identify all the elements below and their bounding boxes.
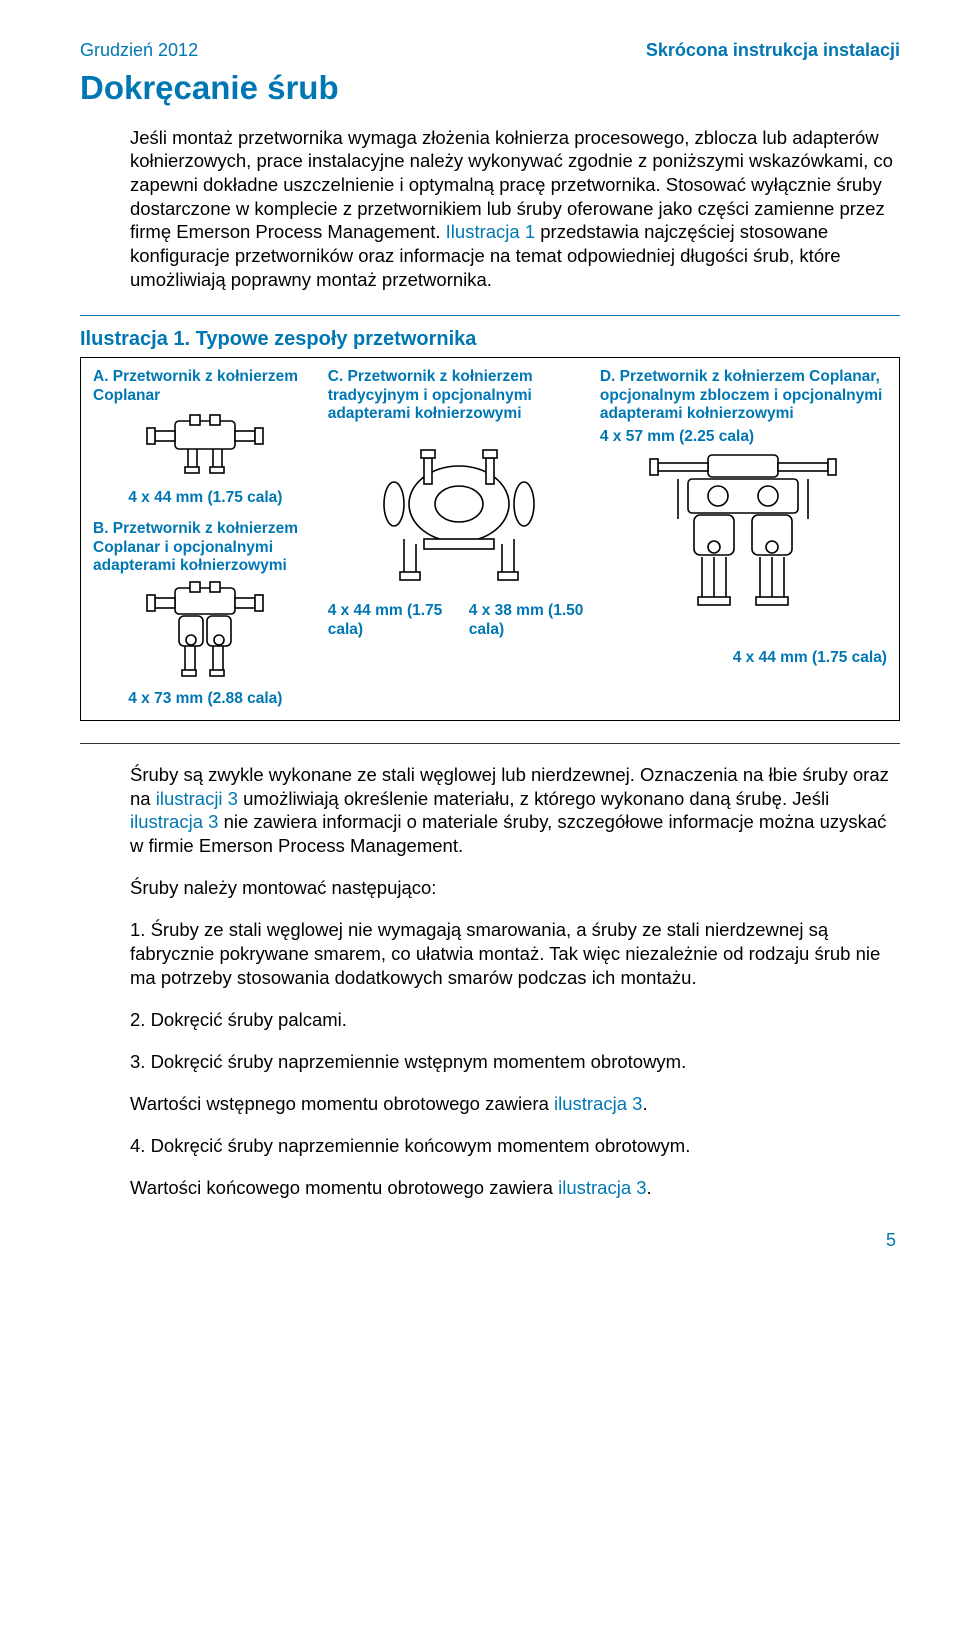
fig-d-label: D. Przetwornik z kołnierzem Coplanar, op… <box>600 368 887 424</box>
fig-c-drawing <box>328 444 590 594</box>
intro-paragraph: Jeśli montaż przetwornika wymaga złożeni… <box>130 126 900 292</box>
step-3: 3. Dokręcić śruby naprzemiennie wstępnym… <box>130 1050 900 1074</box>
fig-d-dim1: 4 x 57 mm (2.25 cala) <box>600 428 887 447</box>
fig-d-drawing <box>600 449 887 639</box>
header-doctype: Skrócona instrukcja instalacji <box>646 40 900 61</box>
link-illustration-1: Ilustracja 1 <box>446 221 535 242</box>
divider-2 <box>80 743 900 744</box>
body-p4: Wartości końcowego momentu obrotowego za… <box>130 1176 900 1200</box>
fig-c-dim2: 4 x 38 mm (1.50 cala) <box>469 602 590 639</box>
fig-c-label: C. Przetwornik z kołnierzem tradycyjnym … <box>328 368 590 424</box>
figure-title: Ilustracja 1. Typowe zespoły przetwornik… <box>80 328 900 351</box>
divider <box>80 315 900 316</box>
figure-box: A. Przetwornik z kołnierzem Coplanar <box>80 357 900 721</box>
body-p3: Wartości wstępnego momentu obrotowego za… <box>130 1092 900 1116</box>
fig-b-drawing <box>93 580 318 690</box>
fig-a-label: A. Przetwornik z kołnierzem Coplanar <box>93 368 318 405</box>
fig-b-label: B. Przetwornik z kołnierzem Coplanar i o… <box>93 520 318 576</box>
fig-a-drawing <box>93 409 318 489</box>
page-title: Dokręcanie śrub <box>80 69 900 107</box>
link-ill3-c: ilustracja 3 <box>554 1093 642 1114</box>
fig-b-dim: 4 x 73 mm (2.88 cala) <box>93 690 318 709</box>
link-ill3-b: ilustracja 3 <box>130 811 218 832</box>
fig-a-dim: 4 x 44 mm (1.75 cala) <box>93 489 318 508</box>
fig-c-dim1: 4 x 44 mm (1.75 cala) <box>328 602 449 639</box>
step-1: 1. Śruby ze stali węglowej nie wymagają … <box>130 918 900 989</box>
step-4: 4. Dokręcić śruby naprzemiennie końcowym… <box>130 1134 900 1158</box>
page-number: 5 <box>80 1230 900 1251</box>
step-2: 2. Dokręcić śruby palcami. <box>130 1008 900 1032</box>
fig-d-dim2: 4 x 44 mm (1.75 cala) <box>733 649 887 668</box>
link-ill3-a: ilustracji 3 <box>156 788 238 809</box>
link-ill3-d: ilustracja 3 <box>558 1177 646 1198</box>
body-p1: Śruby są zwykle wykonane ze stali węglow… <box>130 763 900 858</box>
body-p2: Śruby należy montować następująco: <box>130 876 900 900</box>
header-date: Grudzień 2012 <box>80 40 198 61</box>
